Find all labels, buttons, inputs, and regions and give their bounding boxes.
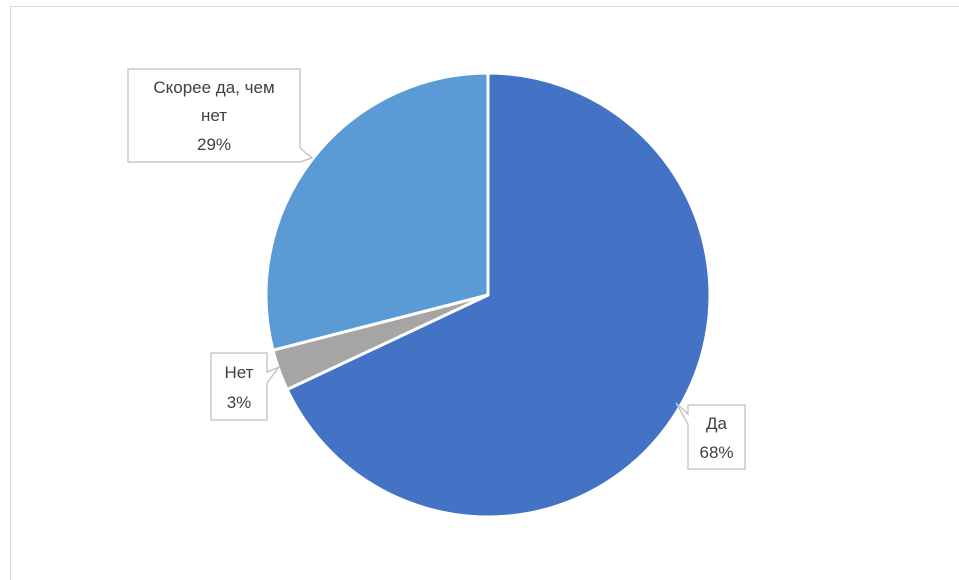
callout-net-value: 3% [227,393,252,412]
callout-skoree-category-line1: Скорее да, чем [153,78,274,97]
callout-skoree-value: 29% [197,135,231,154]
callout-da-category: Да [706,414,728,433]
pie-slices [264,71,712,519]
data-label-callouts: Да 68% Нет 3% Скорее да, чем нет 29% [127,68,746,470]
callout-skoree-category-line2: нет [201,106,227,125]
callout-da: Да 68% [675,402,746,470]
callout-da-value: 68% [699,443,733,462]
callout-net-box [210,352,281,421]
callout-da-box [675,402,746,470]
callout-skoree-box [127,68,314,163]
callout-net: Нет 3% [210,352,281,421]
pie-slice-da [285,71,712,519]
callout-net-category: Нет [225,363,254,382]
callout-skoree: Скорее да, чем нет 29% [127,68,314,163]
pie-slice-skoree [264,71,490,352]
